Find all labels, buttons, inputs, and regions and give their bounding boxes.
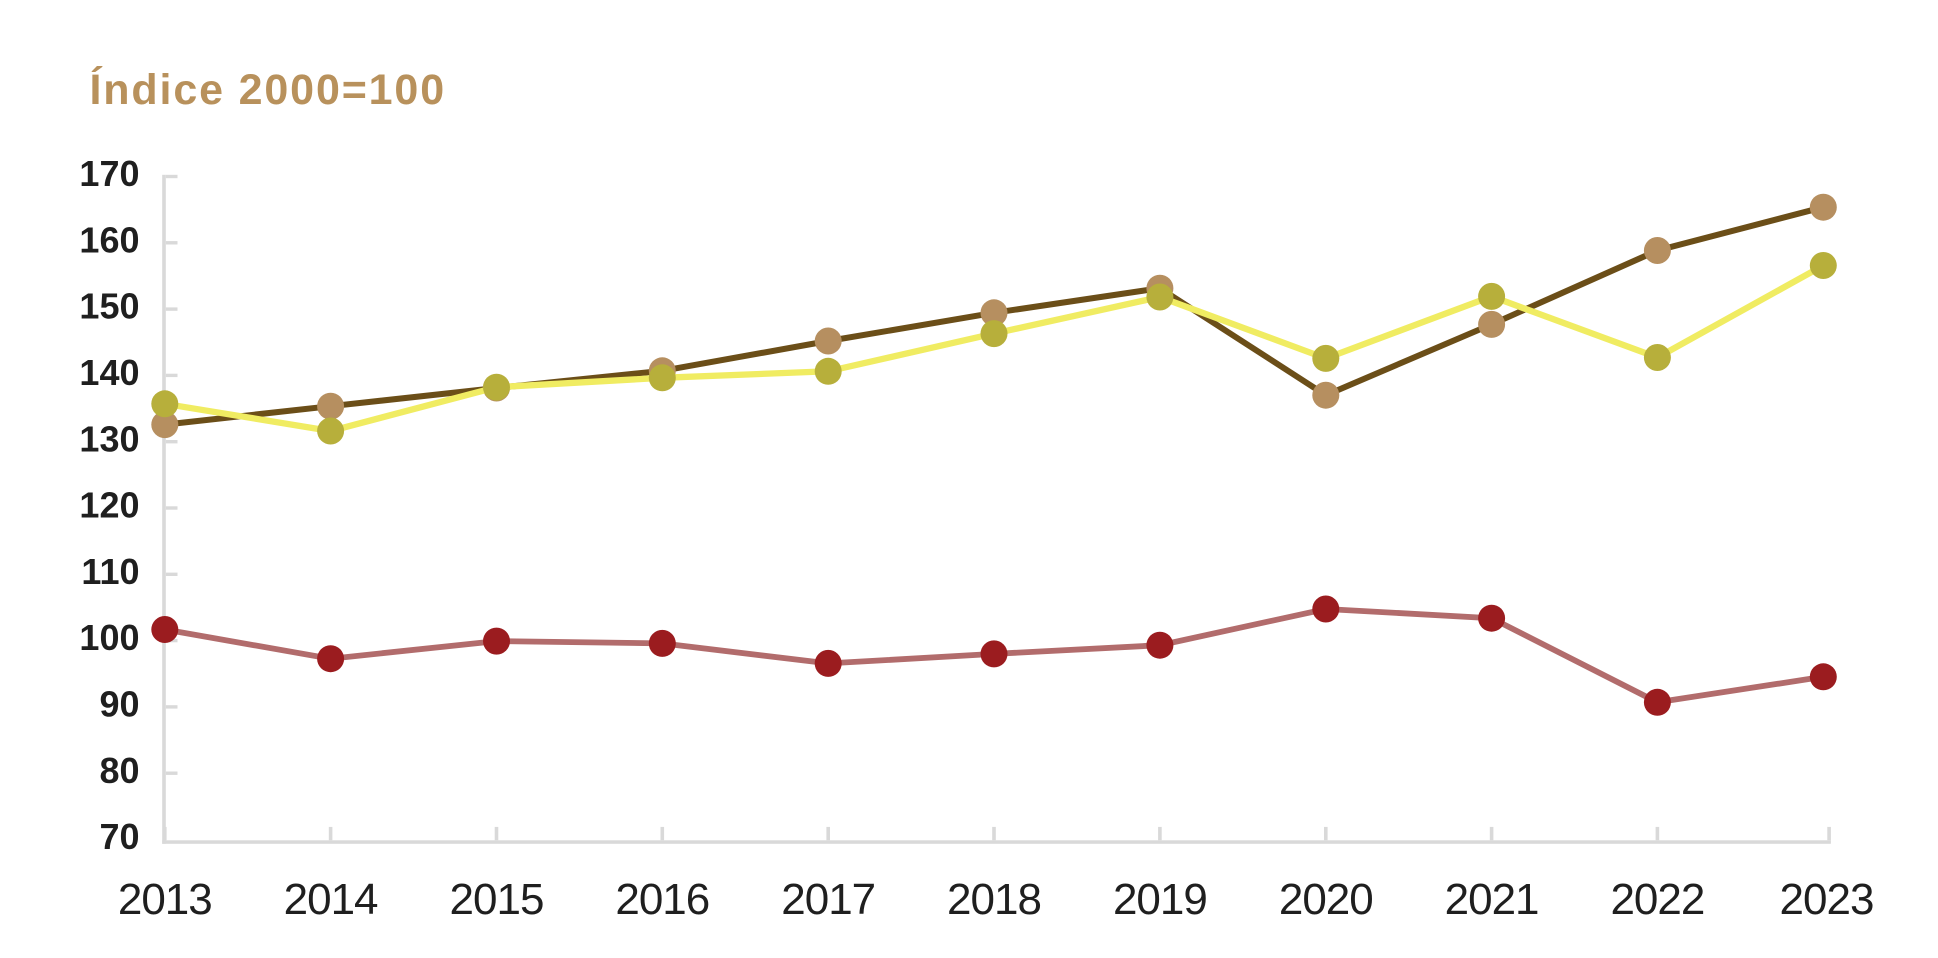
svg-text:2016: 2016 <box>615 875 709 924</box>
svg-text:160: 160 <box>79 219 139 260</box>
svg-text:150: 150 <box>79 286 139 327</box>
svg-text:2018: 2018 <box>947 875 1041 924</box>
svg-text:2023: 2023 <box>1780 875 1874 924</box>
svg-text:2020: 2020 <box>1279 875 1373 924</box>
svg-text:70: 70 <box>99 816 139 857</box>
svg-text:2019: 2019 <box>1113 875 1207 924</box>
svg-text:140: 140 <box>79 352 139 393</box>
svg-text:170: 170 <box>79 153 139 194</box>
svg-text:2022: 2022 <box>1610 875 1704 924</box>
svg-text:130: 130 <box>79 418 139 459</box>
svg-text:110: 110 <box>81 551 139 592</box>
svg-text:2014: 2014 <box>284 875 378 924</box>
svg-text:Índice 2000=100: Índice 2000=100 <box>90 66 446 114</box>
svg-text:2015: 2015 <box>450 875 544 924</box>
svg-text:2017: 2017 <box>781 875 875 924</box>
svg-text:90: 90 <box>99 684 139 725</box>
svg-text:80: 80 <box>99 750 139 791</box>
svg-text:120: 120 <box>79 485 139 526</box>
svg-text:100: 100 <box>79 617 139 658</box>
svg-text:2021: 2021 <box>1445 875 1539 924</box>
svg-text:2013: 2013 <box>118 875 212 924</box>
